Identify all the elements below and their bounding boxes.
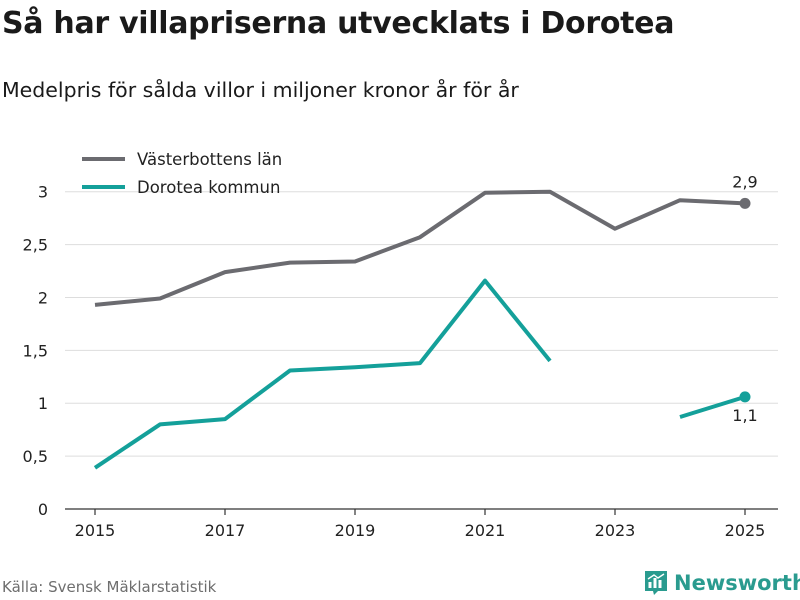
chart-title: Så har villapriserna utvecklats i Dorote… bbox=[2, 6, 675, 41]
x-tick-label: 2025 bbox=[725, 521, 766, 540]
y-tick-label: 2,5 bbox=[23, 236, 48, 255]
data-label: 1,1 bbox=[732, 406, 757, 425]
x-tick-label: 2023 bbox=[595, 521, 636, 540]
axes: 0 0,5 1 1,5 2 2,5 3 2015 2017 2019 2021 2023 2025 bbox=[23, 183, 778, 540]
chart-subtitle: Medelpris för sålda villor i miljoner kr… bbox=[2, 78, 519, 102]
legend: Västerbottens län Dorotea kommun bbox=[82, 150, 282, 197]
y-tick-label: 1 bbox=[38, 394, 48, 413]
gridlines bbox=[65, 191, 778, 457]
x-tick-label: 2019 bbox=[335, 521, 376, 540]
source-note: Källa: Svensk Mäklarstatistik bbox=[2, 578, 217, 596]
y-tick-label: 0,5 bbox=[23, 447, 48, 466]
data-labels: 2,9 1,1 bbox=[732, 172, 757, 425]
x-tick-label: 2015 bbox=[75, 521, 116, 540]
y-tick-label: 3 bbox=[38, 183, 48, 202]
legend-label: Västerbottens län bbox=[137, 150, 282, 169]
x-tick-label: 2021 bbox=[465, 521, 506, 540]
y-tick-label: 0 bbox=[38, 500, 48, 519]
y-tick-label: 2 bbox=[38, 288, 48, 307]
brand-logo[interactable]: Newsworthy bbox=[644, 570, 800, 596]
x-tick-label: 2017 bbox=[205, 521, 246, 540]
y-tick-label: 1,5 bbox=[23, 341, 48, 360]
newsworthy-logo-icon bbox=[645, 571, 667, 595]
brand-name: Newsworthy bbox=[674, 571, 800, 595]
series-line-dorotea-kommun bbox=[679, 394, 746, 419]
legend-label: Dorotea kommun bbox=[137, 178, 280, 197]
series-lines bbox=[93, 189, 751, 470]
series-end-marker bbox=[739, 391, 751, 403]
series-end-marker bbox=[739, 197, 751, 209]
data-label: 2,9 bbox=[732, 172, 757, 191]
series-line-vasterbottens-lan bbox=[94, 189, 746, 307]
series-line-dorotea-kommun bbox=[93, 278, 552, 470]
